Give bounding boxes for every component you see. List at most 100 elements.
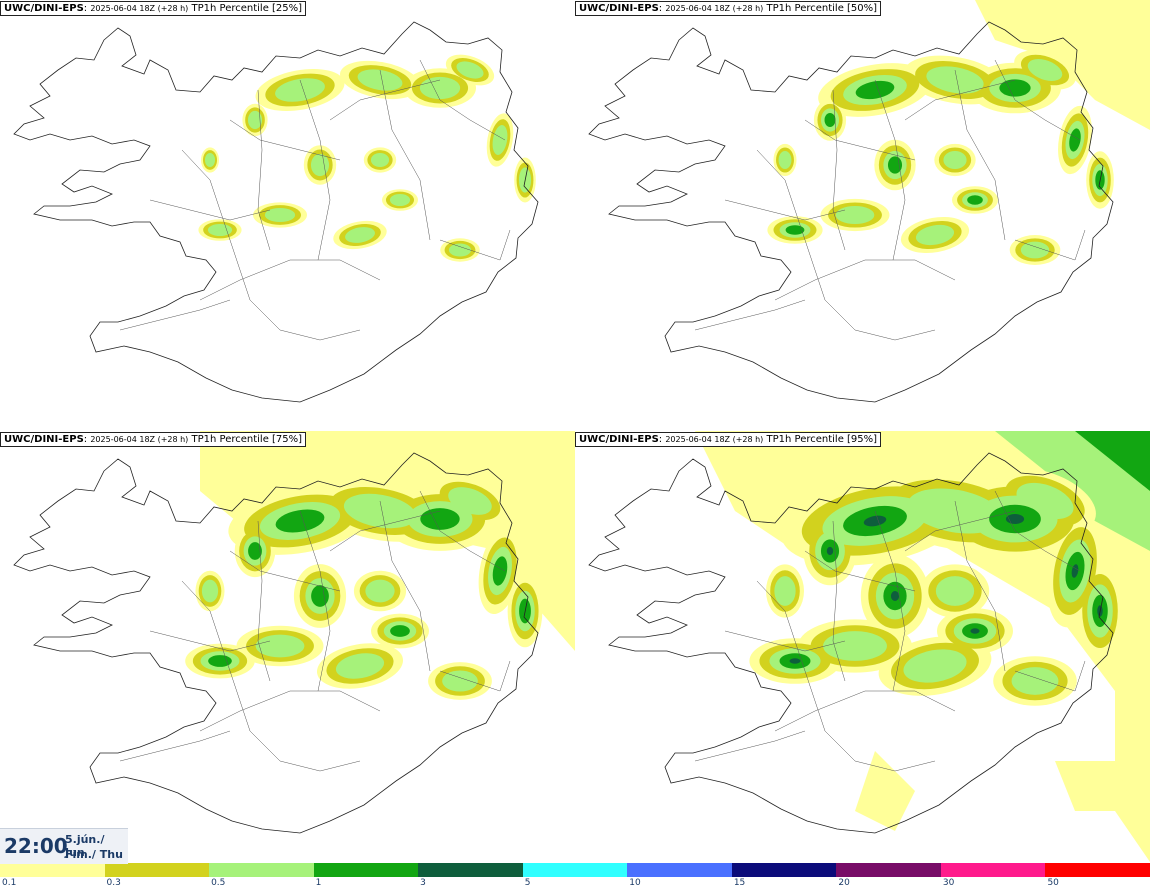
colorbar-swatch — [0, 863, 105, 877]
road-line — [329, 510, 441, 552]
road-line — [181, 580, 361, 772]
road-line — [329, 79, 441, 121]
colorbar-tick-label: 0.1 — [2, 878, 17, 888]
coastline — [13, 21, 539, 403]
road-line — [832, 89, 846, 251]
road-line — [1014, 229, 1086, 261]
precip-area — [310, 153, 330, 177]
colorbar-swatch — [627, 863, 732, 877]
road-line — [229, 550, 341, 592]
road-line — [379, 69, 431, 241]
road-line — [299, 79, 331, 261]
precip-area — [1075, 431, 1150, 491]
precip-area — [275, 78, 325, 102]
model-name: UWC/DINI-EPS — [579, 434, 659, 445]
road-line — [1014, 660, 1086, 692]
precip-area — [255, 634, 305, 658]
precip-map — [588, 0, 1150, 403]
precip-area — [365, 579, 395, 603]
colorbar-swatch — [940, 863, 1046, 877]
valid-time: 22:00 — [4, 834, 68, 858]
precip-area — [370, 152, 390, 168]
valid-date: 5.jún./ Jun — [65, 833, 105, 859]
colorbar-tick-label: 3 — [420, 878, 426, 888]
precip-area — [335, 653, 385, 679]
precip-area — [343, 493, 417, 529]
coastline — [588, 21, 1114, 403]
panel-title: UWC/DINI-EPS: 2025-06-04 18Z (+28 h) TP1… — [0, 432, 307, 447]
road-line — [299, 510, 331, 692]
precip-area — [890, 590, 900, 602]
colorbar-tick-label: 5 — [524, 878, 531, 888]
coastline — [13, 452, 539, 834]
precip-area — [1005, 513, 1025, 525]
road-line — [119, 730, 231, 762]
road-line — [149, 199, 271, 221]
precip-area — [1069, 128, 1081, 152]
map-panel-p25: UWC/DINI-EPS: 2025-06-04 18Z (+28 h) TP1… — [0, 0, 575, 431]
precip-area — [967, 195, 983, 205]
precip-area — [389, 193, 411, 207]
colorbar-tick-label: 30 — [942, 878, 955, 888]
road-line — [439, 229, 511, 261]
colorbar-swatch — [1045, 863, 1150, 877]
colorbar-tick-label: 0.3 — [106, 878, 121, 888]
precip-area — [311, 585, 329, 607]
model-name: UWC/DINI-EPS — [4, 434, 84, 445]
road-line — [774, 690, 956, 732]
precip-area — [863, 515, 887, 527]
road-line — [804, 550, 916, 592]
precip-area — [855, 80, 895, 100]
precip-area — [448, 243, 472, 257]
precip-area — [456, 61, 484, 79]
road-line — [994, 59, 1081, 141]
road-line — [832, 520, 846, 682]
road-line — [419, 59, 506, 141]
precip-map — [13, 21, 539, 403]
road-line — [954, 69, 1006, 241]
map-panel-p50: UWC/DINI-EPS: 2025-06-04 18Z (+28 h) TP1… — [575, 0, 1150, 431]
precip-area — [903, 649, 967, 683]
precip-area — [204, 152, 216, 168]
road-line — [694, 730, 806, 762]
precip-area — [943, 150, 967, 170]
precip-area — [1071, 564, 1079, 578]
road-line — [874, 79, 906, 261]
precip-area — [492, 556, 508, 586]
road-line — [774, 259, 956, 301]
valid-time-box: 22:00 5.jún./ Jun Fim./ Thu — [0, 828, 128, 864]
run-time: 2025-06-04 18Z (+28 h) — [665, 435, 764, 444]
precip-area — [823, 631, 887, 661]
model-name: UWC/DINI-EPS — [579, 3, 659, 14]
precip-area — [247, 110, 263, 130]
precip-area — [275, 509, 325, 533]
road-line — [439, 660, 511, 692]
precip-area — [1027, 59, 1063, 81]
precip-area — [789, 658, 801, 664]
precip-area — [926, 66, 984, 94]
precip-area — [915, 224, 955, 246]
parameter-name: TP1h Percentile [25%] — [191, 3, 303, 14]
road-line — [874, 510, 906, 692]
colorbar-swatch — [209, 863, 314, 877]
run-time: 2025-06-04 18Z (+28 h) — [90, 435, 189, 444]
colorbar-swatch — [731, 863, 837, 877]
run-time: 2025-06-04 18Z (+28 h) — [665, 4, 764, 13]
colorbar-swatch — [522, 863, 628, 877]
precip-area — [999, 79, 1031, 97]
road-line — [724, 199, 846, 221]
road-line — [199, 690, 381, 732]
parameter-name: TP1h Percentile [95%] — [766, 434, 878, 445]
precip-colorbar — [0, 863, 1150, 877]
precip-area — [826, 546, 834, 556]
colorbar-swatch — [836, 863, 941, 877]
road-line — [181, 149, 361, 341]
precip-area — [824, 112, 836, 128]
road-line — [756, 149, 936, 341]
colorbar-tick-label: 15 — [733, 878, 746, 888]
precip-area — [442, 670, 478, 692]
model-name: UWC/DINI-EPS — [4, 3, 84, 14]
road-line — [724, 630, 846, 652]
road-line — [229, 119, 341, 161]
precip-map — [13, 431, 575, 834]
